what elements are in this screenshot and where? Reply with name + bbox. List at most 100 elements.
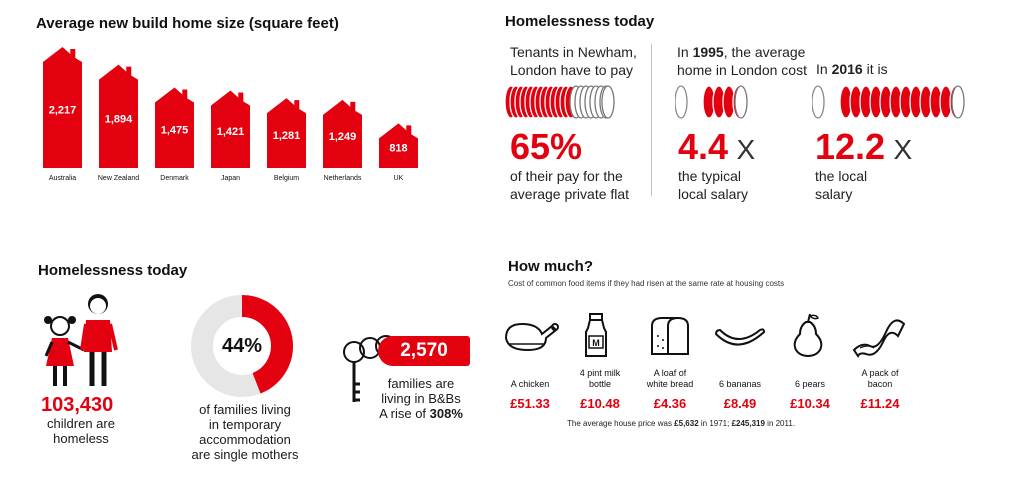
food-item: A pack of bacon £11.24 [845,310,915,411]
house-size-chart: 2,217 Australia 1,894 New Zealand 1,475 Denma… [43,47,418,182]
donut-caption: of families living in temporary accommod… [180,402,310,462]
donut-arc [191,295,293,397]
food-price: £10.48 [580,396,620,411]
bar-belgium [267,98,306,168]
ratio-1995-intro-post: , the average [723,44,806,60]
bar-japan [211,90,250,168]
food-label-line: bottle [588,379,612,389]
food-label: 4 pint milk bottle [565,366,635,390]
ratio-1995-value: 4.4 [678,126,729,167]
ratio-1995-caption-line2: local salary [678,186,749,202]
food-item: A chicken £51.33 [495,310,565,411]
rent-intro-line2: London have to pay [510,62,633,78]
footnote-2011-value: £245,319 [731,419,765,428]
ratio-2016-value-row: 12.2 X [815,128,912,174]
bar-netherlands [323,99,362,168]
ratio-2016-caption-line1: the local [815,168,868,184]
footnote-post: in 2011. [764,419,796,428]
food-label: 6 pears [775,366,845,390]
food-item: 6 pears £10.34 [775,310,845,411]
ratio-2016-intro-pre: In [816,61,832,77]
ratio-1995-caption-line1: the typical [678,168,742,184]
ratio-2016-year: 2016 [831,61,863,77]
bar-value-label: 1,281 [273,130,301,142]
food-price: £51.33 [510,396,550,411]
food-label-line: white bread [646,379,694,389]
key-caption-line2: living in B&Bs [381,391,461,406]
footnote-pre: The average house price was [567,419,675,428]
food-label: A pack of bacon [845,366,915,390]
ratio-2016-intro: In 2016 it is [816,60,888,78]
donut-label: 44% [222,335,262,357]
ratio-2016-caption-line2: salary [815,186,853,202]
bar-value-label: 818 [389,143,407,155]
ratio-1995-year: 1995 [692,44,724,60]
food-label-line: 4 pint milk [579,368,621,378]
food-price: £10.34 [790,396,830,411]
coin-face [951,85,965,119]
food-table: A chicken £51.33 M 4 pint milk bottle £10.48 A… [495,310,915,411]
ratio-1995-caption: the typical local salary [678,167,748,203]
house-price-footnote: The average house price was £5,632 in 19… [567,419,795,428]
coin-outline [812,85,825,119]
key-caption: families are living in B&Bs A rise of 30… [362,376,480,421]
pear-icon [793,313,823,358]
food-item: M 4 pint milk bottle £10.48 [565,310,635,411]
category-label: UK [394,175,404,182]
footnote-mid: in 1971; [698,419,732,428]
category-label: Netherlands [324,175,362,182]
food-label-line: 6 bananas [718,379,762,389]
category-label: Denmark [160,175,189,182]
bar-chart-title: Average new build home size (square feet… [36,15,339,32]
bananas-icon [714,328,766,346]
rent-caption-line1: of their pay for the [510,168,623,184]
bar-australia [43,47,82,168]
food-label-line: 6 pears [794,379,826,389]
how-much-title: How much? [508,258,593,275]
bar-value-label: 1,475 [161,125,189,137]
rent-percent: 65% [510,126,583,167]
donut-caption-line3: accommodation [199,432,291,447]
rent-caption: of their pay for the average private fla… [510,167,629,203]
ratio-1995-intro-line1: In 1995, the average [677,43,807,61]
ratio-1995-coin-stack [675,85,748,119]
children-caption-line2: homeless [53,431,109,446]
bar-value-label: 1,894 [105,113,133,125]
food-label: 6 bananas [705,366,775,390]
milk-bottle-icon: M [585,313,607,357]
homeless-section-title: Homelessness today [38,262,188,279]
bar-value-label: 2,217 [49,105,77,117]
key-caption-line3: A rise of 308% [362,406,480,421]
food-item: 6 bananas £8.49 [705,310,775,411]
food-price: £11.24 [860,396,900,411]
bar-denmark [155,87,194,168]
key-number: 2,570 [400,340,448,361]
food-label-line: A chicken [510,379,550,389]
ratio-1995-intro: In 1995, the average home in London cost [677,43,807,79]
chicken-icon [504,322,559,352]
svg-text:M: M [592,338,600,348]
ratio-1995-intro-pre: In [677,44,693,60]
bread-icon [651,317,689,355]
ratio-1995-value-row: 4.4 X [678,128,755,174]
coin-face [601,85,615,119]
bacon-icon [852,319,906,358]
key-caption-rise-pre: A rise of [379,406,430,421]
donut-caption-line4: are single mothers [191,447,299,462]
coin-face [734,85,748,119]
food-label-line: bacon [867,379,893,389]
food-label: A loaf of white bread [635,366,705,390]
footnote-1971-value: £5,632 [674,419,699,428]
food-item: A loaf of white bread £4.36 [635,310,705,411]
rent-intro-line1: Tenants in Newham, [510,44,637,60]
bar-value-label: 1,249 [329,131,357,143]
food-price: £4.36 [653,396,687,411]
single-mothers-donut: 44% [191,295,293,397]
category-label: Australia [49,175,76,182]
how-much-subtitle: Cost of common food items if they had ri… [508,279,785,288]
ratio-2016-value: 12.2 [815,126,886,167]
times-icon: X [736,134,756,165]
key-caption-line1: families are [387,376,455,391]
ratio-2016-caption: the local salary [815,167,867,203]
rent-caption-line2: average private flat [510,186,630,202]
